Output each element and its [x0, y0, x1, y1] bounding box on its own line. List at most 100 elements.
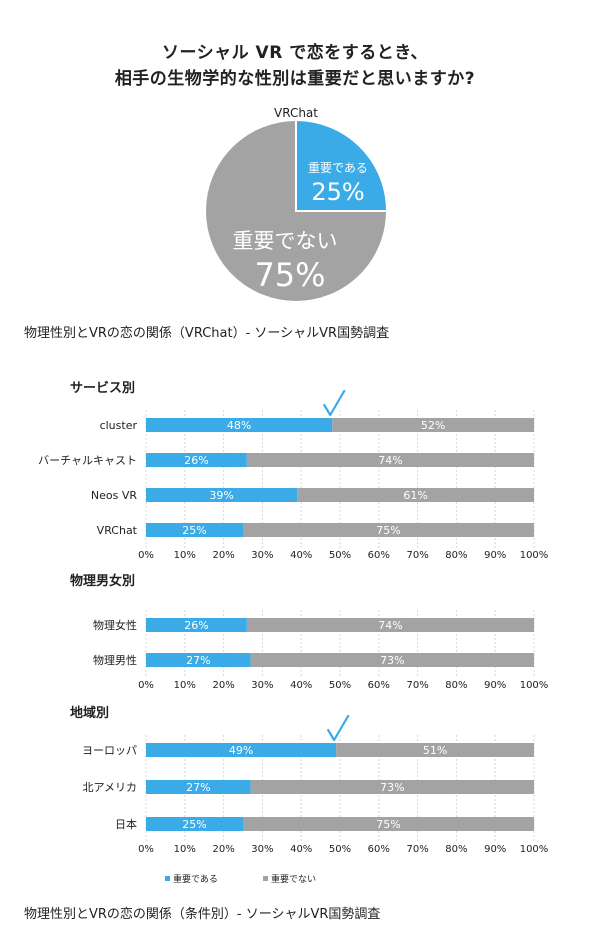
x-tick-label: 10% [174, 844, 196, 855]
checkmark-icon [323, 389, 346, 417]
bar-important [146, 618, 247, 632]
bar-important [146, 653, 251, 667]
bar-important [146, 743, 337, 757]
bar-value-label: 25% [182, 818, 206, 831]
category-label: バーチャルキャスト [38, 454, 137, 467]
bar-not-important [246, 453, 534, 467]
bar-value-label: 74% [378, 454, 402, 467]
x-tick-label: 80% [445, 550, 467, 561]
bar-value-label: 51% [423, 744, 447, 757]
x-tick-label: 80% [445, 844, 467, 855]
bar-charts: サービス別 cluster 48% 52% バーチャルキャスト 26% 74% Neos VR… [38, 380, 548, 855]
pie-slice-value-2: 75% [254, 256, 325, 294]
bar-value-label: 27% [186, 781, 210, 794]
pie-title: VRChat [274, 106, 318, 120]
x-tick-label: 40% [290, 550, 312, 561]
bar-not-important [243, 523, 534, 537]
bar-value-label: 73% [380, 654, 404, 667]
x-tick-label: 90% [484, 550, 506, 561]
bars-caption: 物理性別とVRの恋の関係（条件別）- ソーシャルVR国勢調査 [24, 907, 381, 922]
x-tick-label: 30% [251, 680, 273, 691]
bar-chart-1: サービス別 cluster 48% 52% バーチャルキャスト 26% 74% Neos VR… [38, 380, 548, 561]
bar-value-label: 49% [229, 744, 253, 757]
bar-not-important [336, 743, 534, 757]
x-tick-label: 40% [290, 844, 312, 855]
x-tick-label: 0% [138, 550, 154, 561]
checkmark-icon [327, 714, 350, 742]
bar-chart-title: 物理男女別 [70, 573, 135, 589]
chart-title-line-2: 相手の生物学的な性別は重要だと思いますか? [114, 69, 476, 89]
category-label: 日本 [115, 817, 137, 831]
bar-not-important [250, 653, 534, 667]
bar-value-label: 52% [421, 419, 445, 432]
bar-value-label: 48% [227, 419, 251, 432]
bar-not-important [332, 418, 534, 432]
x-tick-label: 30% [251, 844, 273, 855]
x-tick-label: 20% [212, 844, 234, 855]
pie-slice-label-2: 重要でない [233, 229, 338, 253]
bar-not-important [297, 488, 534, 502]
x-tick-label: 10% [174, 550, 196, 561]
x-tick-label: 80% [445, 680, 467, 691]
x-tick-label: 60% [368, 550, 390, 561]
bar-important [146, 488, 298, 502]
pie-caption: 物理性別とVRの恋の関係（VRChat）- ソーシャルVR国勢調査 [24, 326, 390, 341]
x-tick-label: 70% [406, 550, 428, 561]
bar-not-important [243, 817, 534, 831]
x-tick-label: 100% [520, 844, 549, 855]
x-tick-label: 30% [251, 550, 273, 561]
bar-important [146, 780, 251, 794]
pie-slice-2 [204, 118, 389, 303]
legend-label: 重要である [173, 873, 218, 885]
bar-important [146, 817, 243, 831]
legend-label: 重要でない [271, 873, 316, 885]
bar-value-label: 27% [186, 654, 210, 667]
bar-not-important [246, 618, 534, 632]
bar-important [146, 418, 333, 432]
category-label: 北アメリカ [83, 781, 137, 794]
x-tick-label: 0% [138, 680, 154, 691]
x-tick-label: 40% [290, 680, 312, 691]
category-label: VRChat [97, 524, 138, 537]
legend: 重要である 重要でない [165, 873, 316, 885]
bar-value-label: 75% [376, 524, 400, 537]
x-tick-label: 20% [212, 680, 234, 691]
category-label: cluster [100, 419, 138, 432]
bar-value-label: 74% [378, 619, 402, 632]
chart-title-line-1: ソーシャル VR で恋をするとき、 [161, 43, 429, 63]
bar-not-important [250, 780, 534, 794]
x-tick-label: 60% [368, 844, 390, 855]
bar-value-label: 39% [209, 489, 233, 502]
x-tick-label: 10% [174, 680, 196, 691]
legend-swatch [263, 876, 268, 881]
x-tick-label: 90% [484, 680, 506, 691]
bar-value-label: 26% [184, 619, 208, 632]
bar-important [146, 523, 243, 537]
bar-value-label: 73% [380, 781, 404, 794]
x-tick-label: 0% [138, 844, 154, 855]
x-tick-label: 70% [406, 844, 428, 855]
bar-value-label: 75% [376, 818, 400, 831]
pie-slice-label-1: 重要である [308, 161, 368, 175]
x-tick-label: 60% [368, 680, 390, 691]
x-tick-label: 50% [329, 680, 351, 691]
pie-slice-value-1: 25% [311, 178, 364, 206]
x-tick-label: 100% [520, 680, 549, 691]
bar-value-label: 26% [184, 454, 208, 467]
x-tick-label: 50% [329, 844, 351, 855]
x-tick-label: 100% [520, 550, 549, 561]
category-label: 物理男性 [93, 653, 137, 667]
category-label: Neos VR [91, 489, 137, 502]
bar-value-label: 61% [403, 489, 427, 502]
category-label: ヨーロッパ [82, 744, 137, 757]
x-tick-label: 90% [484, 844, 506, 855]
pie-slice-1 [295, 118, 389, 212]
category-label: 物理女性 [93, 618, 137, 632]
bar-important [146, 453, 247, 467]
x-tick-label: 70% [406, 680, 428, 691]
bar-chart-title: 地域別 [70, 705, 109, 721]
bar-chart-title: サービス別 [70, 380, 135, 396]
x-tick-label: 20% [212, 550, 234, 561]
